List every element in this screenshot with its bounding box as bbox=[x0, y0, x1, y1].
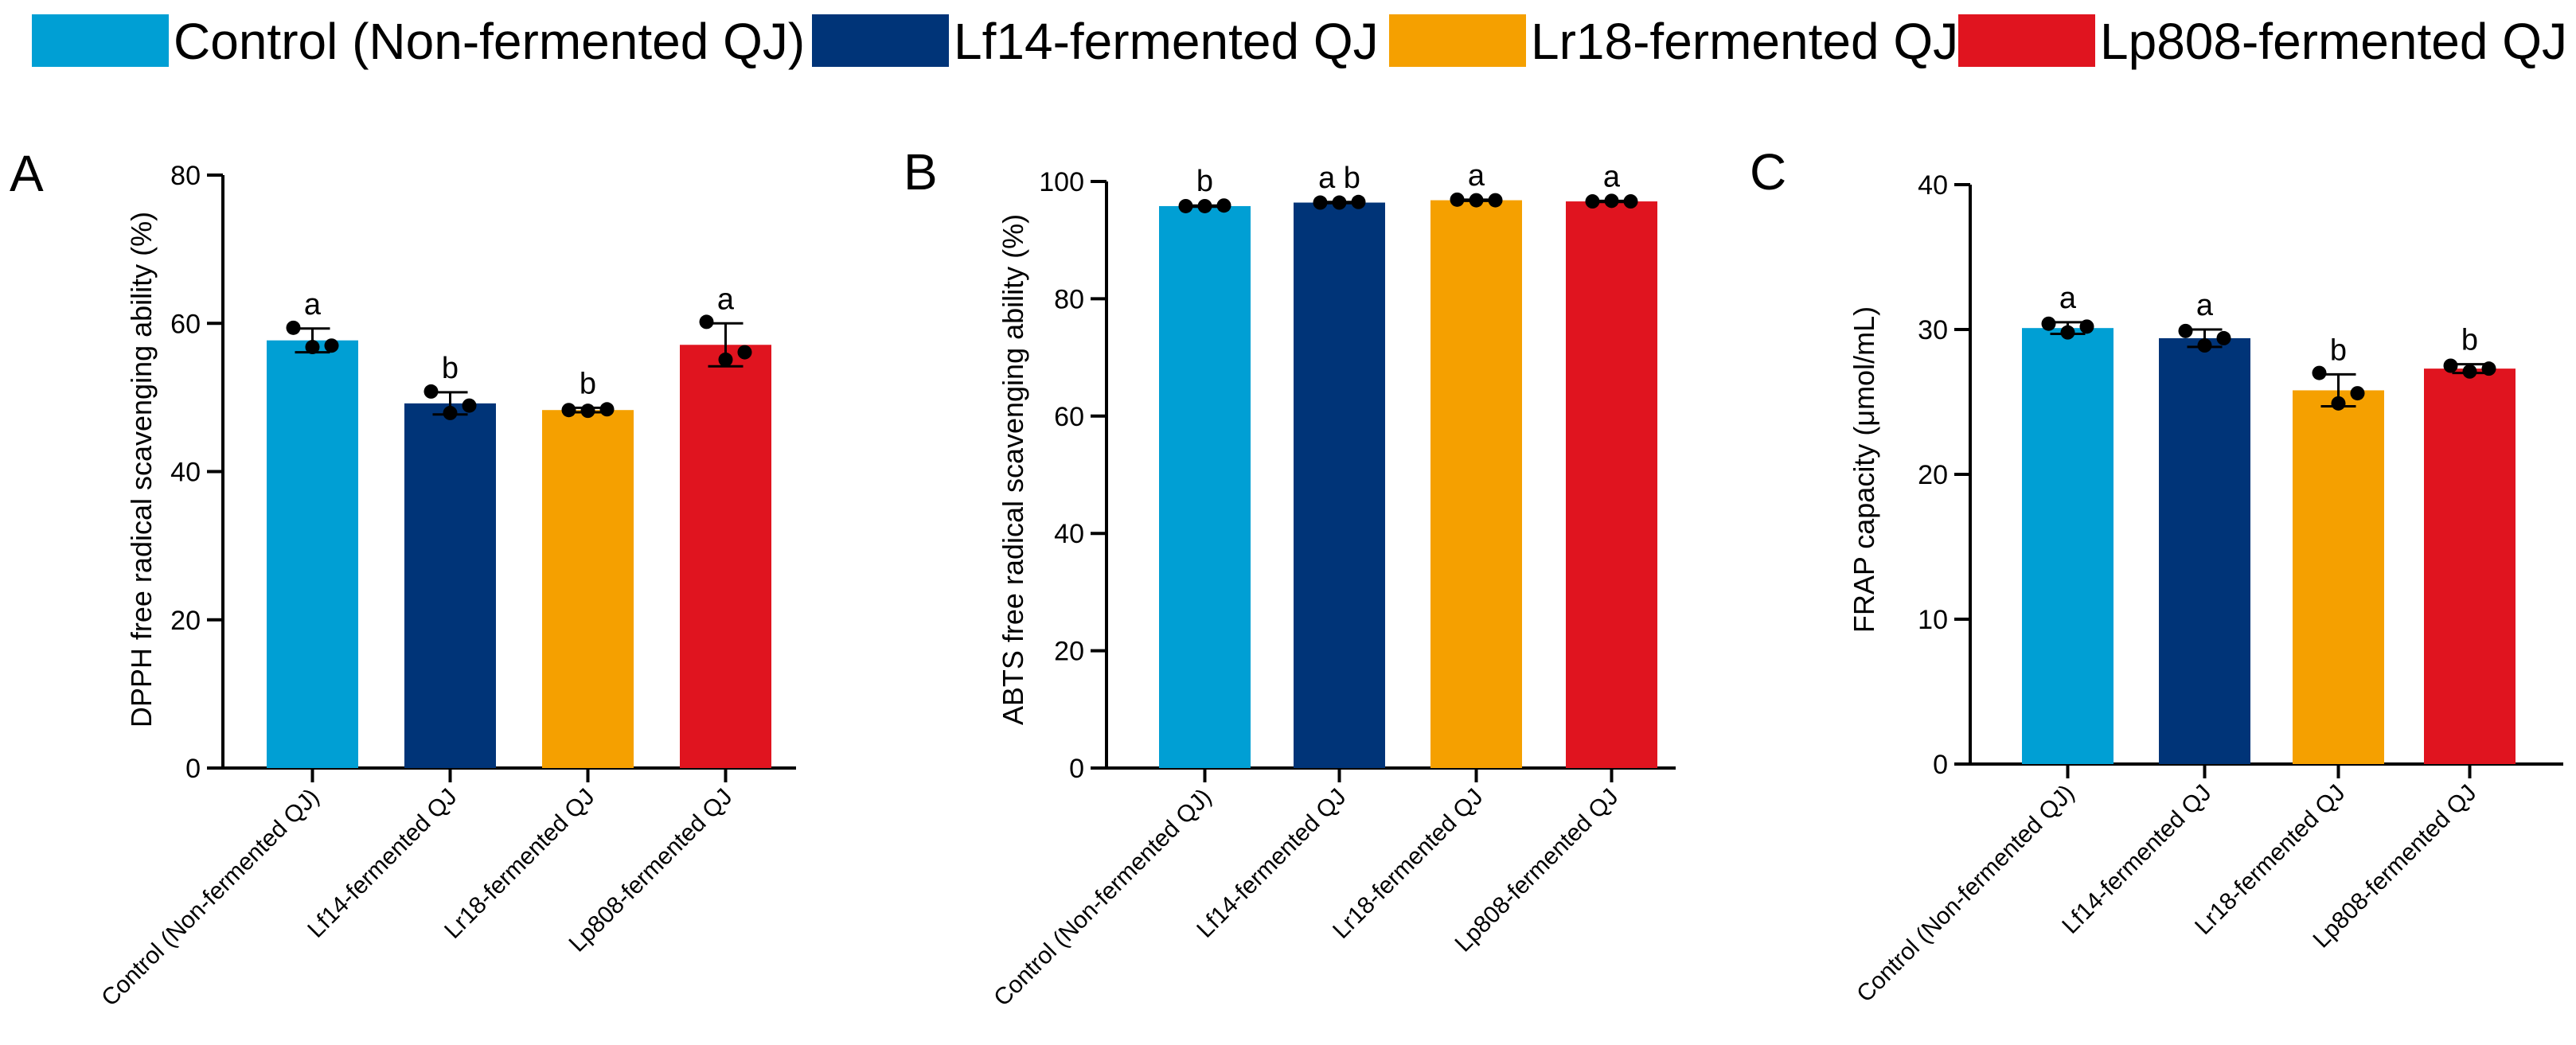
panel-b-point-lr18 bbox=[1469, 193, 1484, 208]
panel-b-y-axis-label: ABTS free radical scavenging ability (%) bbox=[997, 214, 1029, 725]
panel-b-y-tick-label: 60 bbox=[1054, 402, 1084, 432]
panel-a-y-tick-label: 0 bbox=[185, 754, 201, 784]
panel-c-bar-lf14 bbox=[2159, 337, 2250, 764]
panel-a-bar-control bbox=[267, 340, 358, 768]
panel-b-point-lp808 bbox=[1585, 194, 1600, 209]
panel-b-y-tick-label: 0 bbox=[1069, 754, 1084, 784]
panel-b-y-tick-label: 100 bbox=[1039, 167, 1084, 197]
panel-b-point-control bbox=[1216, 198, 1231, 213]
panel-a-y-tick-label: 60 bbox=[170, 309, 201, 339]
panel-b-point-lr18 bbox=[1450, 192, 1465, 207]
panel-c-point-control bbox=[2041, 316, 2056, 331]
panel-c-point-lr18 bbox=[2350, 386, 2365, 401]
panel-b-letter-lf14: a b bbox=[1318, 162, 1360, 195]
panel-a-x-tick-label-lr18: Lr18-fermented QJ bbox=[439, 784, 599, 944]
panel-c-label: C bbox=[1750, 143, 1786, 201]
panel-a-x-tick-label-control: Control (Non-fermented QJ) bbox=[96, 784, 324, 1012]
legend-swatch-lr18 bbox=[1389, 14, 1526, 67]
panel-a-point-lf14 bbox=[462, 398, 477, 413]
panel-b-letter-lp808: a bbox=[1603, 160, 1621, 193]
panel-c-letter-lp808: b bbox=[2461, 324, 2478, 357]
panel-b-point-control bbox=[1197, 198, 1212, 213]
panel-b-y-tick-label: 40 bbox=[1054, 519, 1084, 549]
panel-a-point-lr18 bbox=[580, 404, 595, 419]
panel-a-label: A bbox=[10, 145, 44, 202]
panel-a-point-lp808 bbox=[737, 345, 752, 360]
panel-b-x-tick-label-lr18: Lr18-fermented QJ bbox=[1328, 784, 1488, 944]
panel-a-y-tick-label: 40 bbox=[170, 458, 201, 488]
panel-b-x-tick-label-lf14: Lf14-fermented QJ bbox=[1192, 784, 1351, 943]
panel-c-y-axis-label: FRAP capacity (μmol/mL) bbox=[1848, 306, 1880, 633]
legend-label-lf14: Lf14-fermented QJ bbox=[954, 13, 1379, 70]
panel-c-point-lp808 bbox=[2443, 358, 2458, 373]
panel-c-y-tick-label: 20 bbox=[1918, 460, 1948, 490]
panel-c-letter-lr18: b bbox=[2330, 333, 2347, 367]
panel-a-point-lf14 bbox=[423, 384, 439, 399]
panel-b-bar-lf14 bbox=[1294, 202, 1385, 769]
panel-c-point-lf14 bbox=[2216, 330, 2231, 345]
panel-b-y-tick-label: 20 bbox=[1054, 637, 1084, 667]
panel-b-label: B bbox=[904, 143, 938, 201]
legend-label-lr18: Lr18-fermented QJ bbox=[1531, 13, 1959, 70]
panel-a-point-control bbox=[286, 320, 301, 335]
panel-a-point-lp808 bbox=[718, 352, 733, 367]
panel-c-x-tick-label-control: Control (Non-fermented QJ) bbox=[1852, 780, 2079, 1008]
panel-b-point-lp808 bbox=[1604, 193, 1619, 209]
panel-a-y-tick-label: 80 bbox=[170, 161, 201, 191]
legend-swatch-control bbox=[32, 14, 169, 67]
panel-b-bar-lr18 bbox=[1430, 200, 1522, 769]
panel-b-point-lp808 bbox=[1623, 194, 1638, 209]
panel-b-point-lf14 bbox=[1313, 195, 1328, 210]
panel-c-point-lf14 bbox=[2178, 323, 2193, 338]
panel-c-point-control bbox=[2060, 325, 2075, 340]
panel-a-letter-lr18: b bbox=[580, 367, 596, 400]
panel-b-y-tick-label: 80 bbox=[1054, 284, 1084, 314]
panel-a-letter-lf14: b bbox=[442, 352, 459, 385]
panel-a-y-axis-label: DPPH free radical scavenging ability (%) bbox=[125, 212, 158, 727]
panel-a-point-control bbox=[324, 338, 339, 353]
panel-a-bar-lf14 bbox=[404, 403, 496, 768]
legend-swatch-lp808 bbox=[1958, 14, 2095, 67]
panel-c-y-tick-label: 40 bbox=[1918, 170, 1948, 201]
panel-c-bar-control bbox=[2022, 328, 2113, 764]
panel-c-y-tick-label: 0 bbox=[1933, 750, 1948, 780]
panel-b-bar-lp808 bbox=[1566, 201, 1657, 769]
panel-c-point-lr18 bbox=[2312, 365, 2327, 380]
panel-a-y-tick-label: 20 bbox=[170, 606, 201, 636]
panel-a-letter-lp808: a bbox=[717, 283, 735, 316]
legend-swatch-lf14 bbox=[812, 14, 949, 67]
panel-a-x-tick-label-lf14: Lf14-fermented QJ bbox=[302, 784, 462, 943]
panel-c-point-lr18 bbox=[2331, 396, 2346, 411]
panel-c-point-lp808 bbox=[2481, 361, 2496, 376]
panel-a-point-lf14 bbox=[443, 405, 458, 420]
panel-b-point-lr18 bbox=[1488, 193, 1503, 208]
panel-a-point-lr18 bbox=[561, 403, 576, 418]
panel-c-bar-lr18 bbox=[2293, 390, 2384, 764]
panel-a-bar-lr18 bbox=[542, 410, 634, 768]
legend-label-control: Control (Non-fermented QJ) bbox=[174, 13, 806, 70]
panel-a-letter-control: a bbox=[304, 288, 322, 322]
panel-a-point-control bbox=[305, 340, 320, 355]
panel-a-point-lr18 bbox=[599, 402, 615, 417]
panel-c-point-control bbox=[2079, 319, 2094, 334]
panel-c-letter-control: a bbox=[2059, 282, 2077, 315]
panel-b-point-control bbox=[1178, 198, 1193, 213]
panel-c-point-lp808 bbox=[2462, 364, 2477, 379]
panel-b-letter-control: b bbox=[1196, 165, 1213, 198]
panel-b-point-lf14 bbox=[1332, 195, 1347, 210]
panel-b-x-tick-label-control: Control (Non-fermented QJ) bbox=[989, 784, 1216, 1012]
panel-c-y-tick-label: 30 bbox=[1918, 315, 1948, 345]
panel-b-point-lf14 bbox=[1351, 194, 1366, 209]
legend-label-lp808: Lp808-fermented QJ bbox=[2100, 13, 2567, 70]
panel-c-y-tick-label: 10 bbox=[1918, 605, 1948, 635]
panel-c-point-lf14 bbox=[2197, 338, 2212, 353]
panel-c-x-tick-label-lf14: Lf14-fermented QJ bbox=[2057, 780, 2216, 939]
panel-c-letter-lf14: a bbox=[2196, 289, 2214, 322]
panel-a-bar-lp808 bbox=[680, 345, 771, 769]
panel-c-bar-lp808 bbox=[2424, 368, 2516, 764]
panel-a-point-lp808 bbox=[699, 314, 714, 329]
panel-b-bar-control bbox=[1159, 205, 1251, 769]
panel-b-letter-lr18: a bbox=[1468, 159, 1485, 193]
